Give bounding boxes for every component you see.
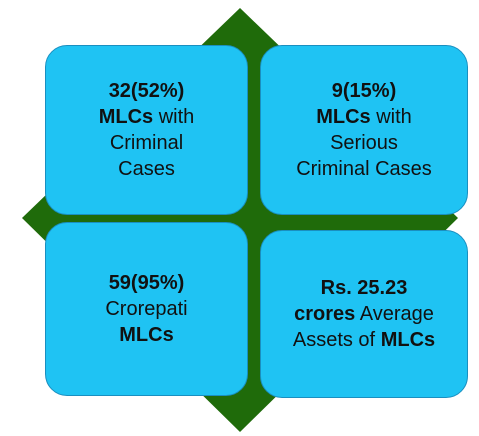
text-bold: MLCs [119,324,174,346]
line: Cases [118,156,175,182]
text-bold: MLCs [98,106,154,128]
text-bold: crores [294,303,356,325]
line: MLCs with [99,104,195,130]
stat: 32(52%) [108,80,185,102]
text-bold: MLCs [316,106,371,128]
text: Criminal Cases [296,158,432,180]
text: Criminal [109,132,184,154]
line: 9(15%) [332,78,396,104]
line: Serious [330,130,398,156]
text: Serious [330,132,398,154]
line: Crorepati [105,296,187,322]
line: Assets of MLCs [293,327,435,353]
text-bold: MLCs [380,329,436,351]
box-criminal: 32(52%) MLCs with Criminal Cases [45,45,248,215]
line: MLCs [119,322,173,348]
line: Rs. 25.23 [321,275,408,301]
box-assets: Rs. 25.23 crores Average Assets of MLCs [260,230,468,398]
box-crorepati: 59(95%) Crorepati MLCs [45,222,248,396]
stat: Rs. 25.23 [320,277,408,299]
box-serious: 9(15%) MLCs with Serious Criminal Cases [260,45,468,215]
line: Criminal [110,130,183,156]
text: with [158,106,195,128]
text: Assets of [292,329,376,351]
text: Cases [118,158,175,180]
line: Criminal Cases [296,156,432,182]
line: MLCs with [316,104,412,130]
text: Crorepati [105,298,188,320]
stat: 59(95%) [108,272,185,294]
text: with [376,106,412,128]
text: Average [359,303,434,325]
line: crores Average [294,301,434,327]
line: 32(52%) [109,78,185,104]
line: 59(95%) [109,270,185,296]
stat: 9(15%) [331,80,397,102]
